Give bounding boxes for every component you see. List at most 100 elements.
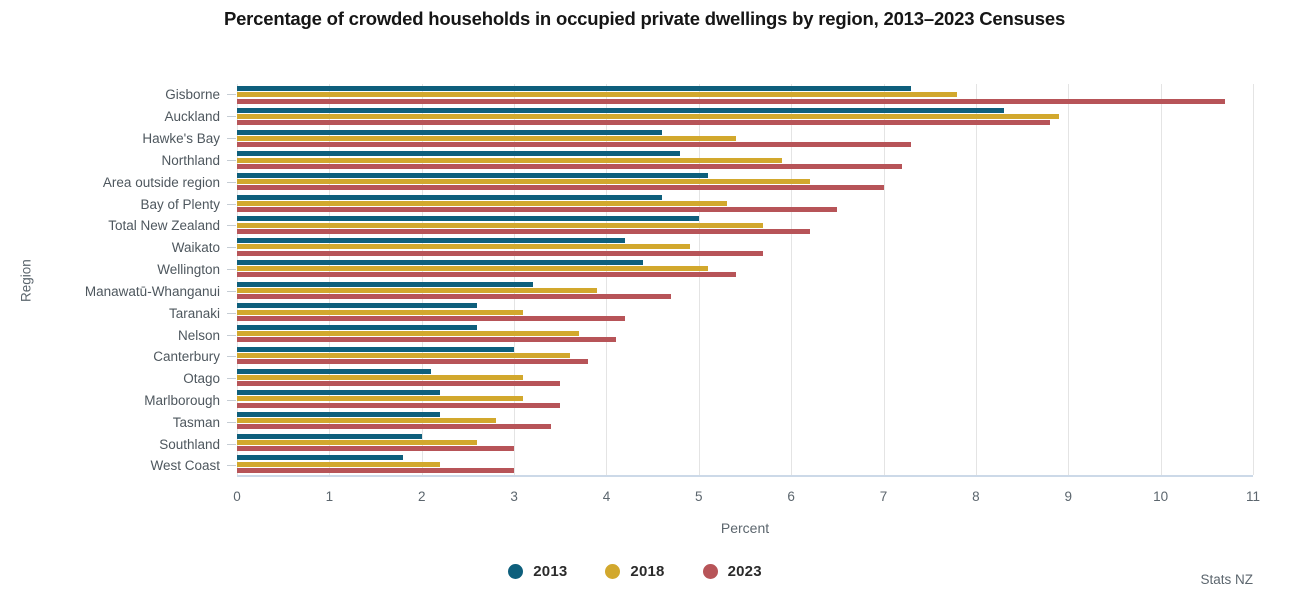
bar-2023: [237, 380, 561, 386]
y-tick-mark: [227, 159, 236, 161]
bar-2013: [237, 325, 478, 331]
region-label: Auckland: [164, 109, 220, 125]
region-label-row: Marlborough: [0, 390, 237, 412]
bar-2018: [237, 200, 727, 206]
y-tick-mark: [227, 203, 236, 205]
bar-2018: [237, 439, 478, 445]
bar-group: [237, 106, 1253, 128]
x-tick-label-10: 10: [1153, 489, 1169, 504]
region-label-row: Total New Zealand: [0, 215, 237, 237]
bar-2023: [237, 402, 561, 408]
region-label-row: Manawatū-Whanganui: [0, 280, 237, 302]
y-tick-mark: [227, 290, 236, 292]
bar-group: [237, 323, 1253, 345]
region-label: West Coast: [150, 458, 220, 474]
bar-2013: [237, 216, 699, 222]
gridline-11: [1253, 84, 1254, 475]
bar-group: [237, 149, 1253, 171]
bar-group: [237, 388, 1253, 410]
bar-2023: [237, 207, 838, 213]
bar-2023: [237, 185, 884, 191]
bar-group: [237, 127, 1253, 149]
region-label: Tasman: [172, 414, 220, 430]
region-label-row: Gisborne: [0, 84, 237, 106]
gridline-9: [1068, 84, 1070, 475]
bar-2023: [237, 315, 625, 321]
bar-group: [237, 301, 1253, 323]
region-label: Nelson: [177, 327, 220, 343]
bar-2013: [237, 390, 441, 396]
region-label: Taranaki: [168, 305, 220, 321]
bar-2018: [237, 135, 736, 141]
x-tick-label-4: 4: [602, 489, 611, 504]
bar-group: [237, 432, 1253, 454]
bar-groups: [237, 84, 1253, 475]
bar-2023: [237, 424, 552, 430]
region-label: Canterbury: [153, 349, 220, 365]
bar-2013: [237, 151, 681, 157]
gridline-4: [606, 84, 608, 475]
bar-2023: [237, 120, 1050, 126]
bar-2018: [237, 331, 579, 337]
gridline-8: [975, 84, 977, 475]
region-label: Hawke's Bay: [142, 131, 220, 147]
x-tick-label-7: 7: [879, 489, 888, 504]
bar-2013: [237, 238, 625, 244]
y-tick-mark: [227, 400, 236, 401]
bar-group: [237, 236, 1253, 258]
region-label: Northland: [161, 152, 220, 168]
region-label-row: Canterbury: [0, 346, 237, 368]
bar-2018: [237, 418, 496, 424]
legend-label: 2018: [630, 563, 665, 580]
bar-2018: [237, 266, 709, 272]
region-label-row: Waikato: [0, 237, 237, 259]
gridline-5: [698, 84, 700, 475]
bar-2018: [237, 244, 690, 250]
region-label-row: Southland: [0, 433, 237, 455]
x-tick-label-8: 8: [972, 489, 980, 504]
y-tick-mark: [227, 356, 236, 358]
bar-group: [237, 171, 1253, 193]
legend-label: 2013: [533, 563, 568, 580]
bar-2018: [237, 287, 598, 293]
bar-2013: [237, 173, 709, 179]
legend-item-2023: 2023: [702, 563, 762, 580]
x-axis-label: Percent: [720, 520, 770, 536]
bar-2018: [237, 396, 524, 402]
region-label: Gisborne: [165, 87, 220, 103]
gridline-0: [237, 84, 238, 475]
x-tick-label-11: 11: [1245, 489, 1261, 504]
legend-swatch-icon: [702, 564, 718, 579]
x-tick-label-0: 0: [233, 489, 241, 504]
legend-item-2018: 2018: [605, 563, 664, 580]
y-tick-mark: [227, 247, 236, 249]
bar-2023: [237, 359, 588, 365]
region-label: Manawatū-Whanganui: [84, 283, 220, 299]
bar-2018: [237, 157, 782, 163]
region-label-row: Hawke's Bay: [0, 128, 237, 150]
bar-2023: [237, 250, 764, 256]
bar-2023: [237, 163, 903, 169]
gridline-1: [329, 84, 331, 475]
bar-group: [237, 214, 1253, 236]
region-label-row: Area outside region: [0, 171, 237, 193]
region-label: Otago: [183, 371, 220, 387]
bar-2023: [237, 228, 810, 234]
bar-2013: [237, 194, 662, 200]
y-tick-mark: [227, 334, 236, 336]
legend-label: 2023: [727, 563, 762, 580]
region-label: Bay of Plenty: [140, 196, 220, 212]
x-tick-label-5: 5: [695, 489, 703, 504]
bar-2018: [237, 92, 958, 98]
bar-2013: [237, 86, 912, 92]
region-labels: Gisborne Auckland Hawke's Bay Northland Area…: [0, 84, 237, 477]
bar-2013: [237, 433, 422, 439]
x-tick-label-6: 6: [787, 489, 795, 504]
region-label-row: Bay of Plenty: [0, 193, 237, 215]
bar-2013: [237, 303, 478, 309]
bar-group: [237, 410, 1253, 432]
region-label: Waikato: [171, 240, 220, 256]
bar-2018: [237, 461, 441, 467]
gridline-10: [1160, 84, 1162, 475]
x-tick-label-1: 1: [325, 489, 334, 504]
